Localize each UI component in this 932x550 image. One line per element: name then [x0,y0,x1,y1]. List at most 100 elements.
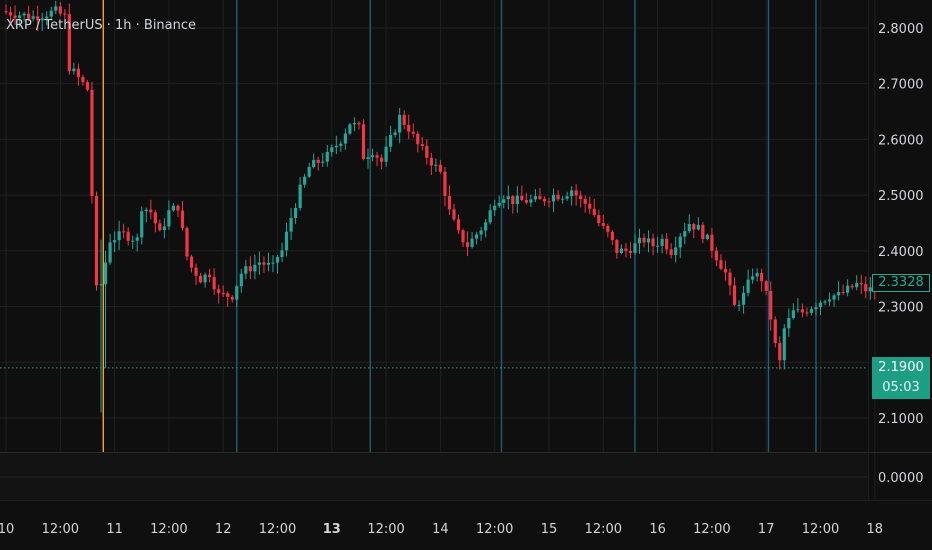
x-axis-tick-label: 14 [432,522,449,537]
candle-body [253,264,257,272]
x-axis-tick-label: 12:00 [693,522,730,537]
candle-body [515,195,519,205]
candle-body [850,285,854,288]
candle-body [696,224,700,230]
candle-body [787,317,791,329]
candle-body [90,89,94,197]
candle-body [398,114,402,133]
candle-body [560,198,565,200]
candle-body [809,309,814,313]
candle-body [746,279,750,293]
candle-body [221,293,225,295]
candle-body [298,184,302,208]
y-axis-tick-label: 2.5000 [878,189,924,204]
candle-body [570,190,574,197]
candle-body [484,222,488,231]
candle-body [683,231,687,237]
candle-body [122,231,126,233]
candle-body [456,219,461,231]
candle-body [764,281,768,291]
candle-body [615,239,619,254]
candle-body [732,285,737,305]
candle-body [574,190,578,196]
candle-body [325,152,329,162]
candle-body [40,18,44,21]
candle-body [628,250,633,253]
candle-body [443,171,447,196]
candle-body [778,342,782,361]
candle-body [72,68,76,72]
candle-body [533,196,538,200]
candle-body [257,262,261,265]
candle-body [321,161,325,163]
candle-body [737,304,741,306]
current-price-tag: 2.1900 [872,357,930,379]
x-axis-tick-label: 16 [649,522,666,537]
candle-body [76,68,80,78]
candle-body [520,195,524,201]
candle-body [149,209,153,213]
candle-body [769,290,773,320]
candle-body [27,13,31,19]
candle-body [284,231,289,251]
candle-body [230,296,234,300]
candle-body [741,292,746,305]
candle-body [153,212,157,224]
candle-body [429,157,433,166]
candle-body [646,238,651,243]
candle-body [176,205,180,211]
candle-body [832,295,836,300]
candle-body [868,287,872,292]
candle-body [271,262,275,264]
candle-body [606,225,610,232]
candle-body [642,237,646,243]
x-axis-tick-label: 15 [541,522,558,537]
candle-body [248,266,252,272]
candle-body [36,16,40,21]
candle-body [538,196,542,199]
y-axis-tick-label: 2.3000 [878,301,924,316]
candle-body [692,224,696,230]
candle-body [357,123,361,125]
x-axis-tick-label: 10 [0,522,14,537]
candle-body [22,13,26,16]
candle-body [859,282,863,285]
candle-body [547,201,551,203]
lower-pane-tick-label: 0.0000 [878,471,924,486]
candle-body [58,6,62,14]
candle-body [407,124,411,132]
candle-body [208,274,212,278]
candle-body [45,16,49,19]
candle-body [796,309,800,311]
candle-body [402,114,406,125]
candle-body [619,248,623,254]
candle-body [837,292,841,296]
candle-body [162,226,166,231]
candle-body [393,132,397,135]
candle-body [117,231,121,241]
candle-body [434,164,438,166]
candle-body [705,234,709,239]
x-axis-tick-label: 18 [867,522,884,537]
candle-body [289,217,293,232]
candle-body [610,231,614,240]
candle-body [203,274,207,283]
candle-body [669,249,673,255]
candle-body [728,272,732,286]
candle-body [773,319,777,343]
candle-body [470,238,474,247]
candle-body [411,131,415,134]
candle-body [113,240,117,243]
candle-body [99,284,103,286]
y-axis-tick-label: 2.4000 [878,245,924,260]
candle-body [475,234,479,239]
candle-body [352,123,357,125]
candle-body [294,207,298,218]
bar-countdown-tag: 05:03 [872,379,930,399]
y-axis-tick-label: 2.7000 [878,78,924,93]
candle-body [855,282,859,288]
marked-price-tag: 2.3328 [872,274,930,292]
candle-body [588,203,592,209]
candle-body [542,198,547,202]
